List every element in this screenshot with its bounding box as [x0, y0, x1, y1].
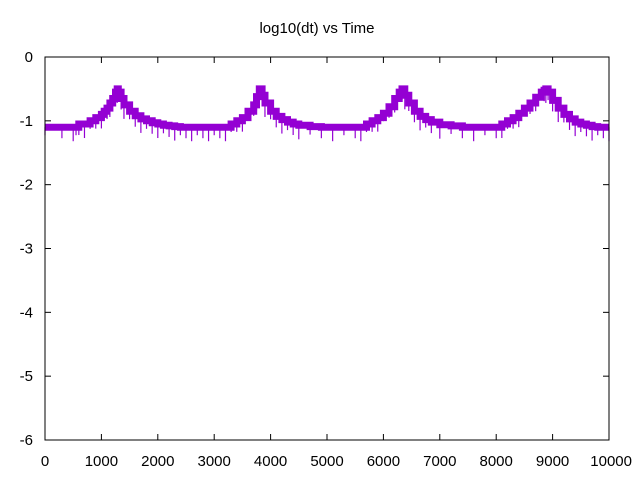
y-tick-label: 0: [25, 49, 33, 66]
x-tick-label: 5000: [310, 453, 343, 470]
chart-title: log10(dt) vs Time: [259, 20, 374, 37]
x-tick-label: 6000: [367, 453, 400, 470]
plot-area-frame: [44, 56, 610, 441]
y-tick-label: -3: [20, 241, 33, 258]
series-layer: [44, 85, 610, 142]
x-tick-label: 9000: [536, 453, 569, 470]
x-tick-label: 2000: [141, 453, 174, 470]
x-tick-label: 0: [41, 453, 49, 470]
x-axis-ticks: 0 1000 2000 3000 4000 5000 6000 7000 8000 9000 100…: [41, 57, 632, 470]
y-tick-label: -2: [20, 177, 33, 194]
y-tick-label: -6: [20, 432, 33, 449]
y-tick-label: -4: [20, 304, 33, 321]
x-tick-label: 4000: [254, 453, 287, 470]
x-tick-label: 7000: [423, 453, 456, 470]
x-tick-label: 10000: [590, 453, 632, 470]
y-tick-label: -1: [20, 113, 33, 130]
x-tick-label: 8000: [480, 453, 513, 470]
x-tick-label: 1000: [85, 453, 118, 470]
x-tick-label: 3000: [198, 453, 231, 470]
y-tick-label: -5: [20, 368, 33, 385]
series-line: [45, 85, 609, 131]
